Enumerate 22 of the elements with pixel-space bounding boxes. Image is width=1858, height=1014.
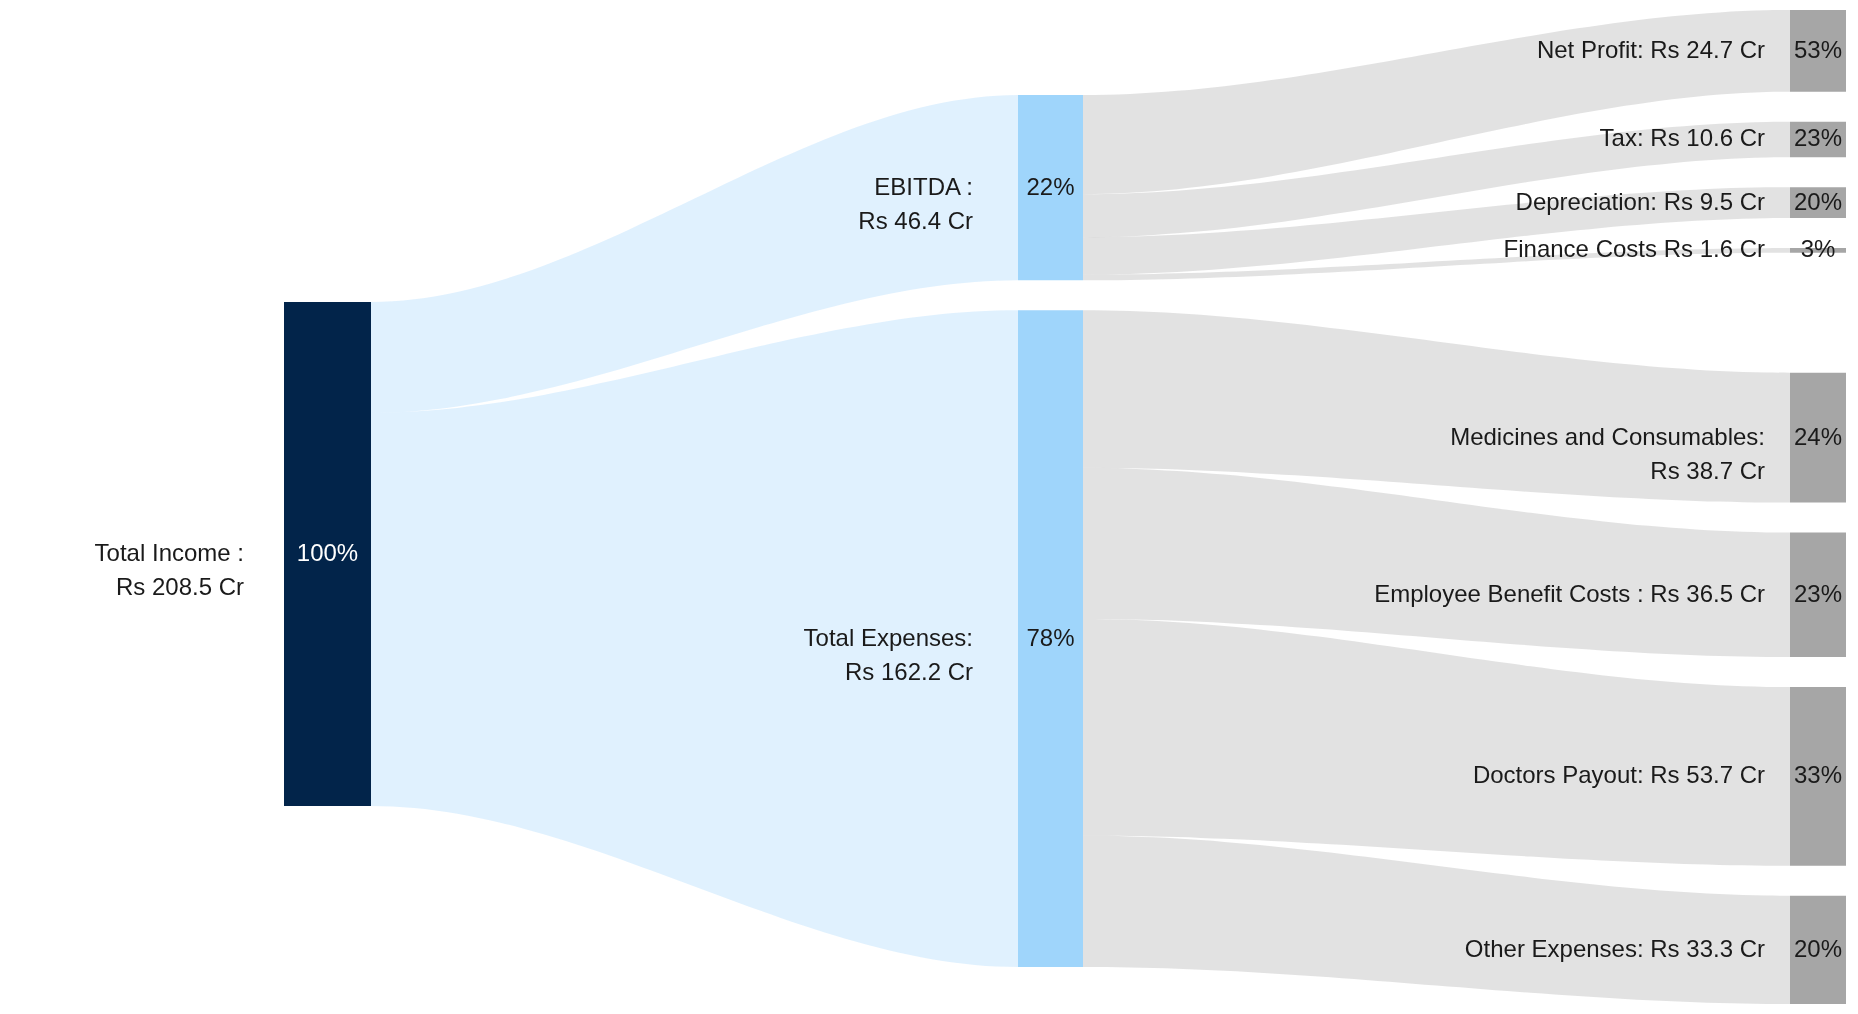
category-label: Finance Costs Rs 1.6 Cr xyxy=(1503,235,1766,263)
category-label: Tax: Rs 10.6 Cr xyxy=(1599,124,1765,152)
data-label: 3% xyxy=(1800,235,1836,263)
data-label: 22% xyxy=(1026,172,1075,200)
category-label: Net Profit: Rs 24.7 Cr xyxy=(1536,35,1765,63)
data-label: 20% xyxy=(1793,934,1843,962)
category-label: Doctors Payout: Rs 53.7 Cr xyxy=(1472,761,1765,789)
data-label: 24% xyxy=(1793,422,1843,450)
category-label: Medicines and Consumables: Rs 38.7 Cr xyxy=(1450,422,1766,484)
category-label: Other Expenses: Rs 33.3 Cr xyxy=(1464,934,1765,962)
category-label: Depreciation: Rs 9.5 Cr xyxy=(1515,187,1765,215)
data-label: 53% xyxy=(1793,35,1843,63)
data-label: 33% xyxy=(1793,761,1843,789)
category-label: Total Expenses: Rs 162.2 Cr xyxy=(803,623,973,685)
category-label: EBITDA : Rs 46.4 Cr xyxy=(858,172,974,234)
data-label: 23% xyxy=(1793,579,1843,607)
data-label: 23% xyxy=(1793,124,1843,152)
data-label: 78% xyxy=(1026,623,1075,651)
category-label: Total Income : Rs 208.5 Cr xyxy=(94,539,244,600)
data-label: 100% xyxy=(296,539,359,566)
data-label: 20% xyxy=(1793,187,1843,215)
category-label: Employee Benefit Costs : Rs 36.5 Cr xyxy=(1374,579,1765,607)
